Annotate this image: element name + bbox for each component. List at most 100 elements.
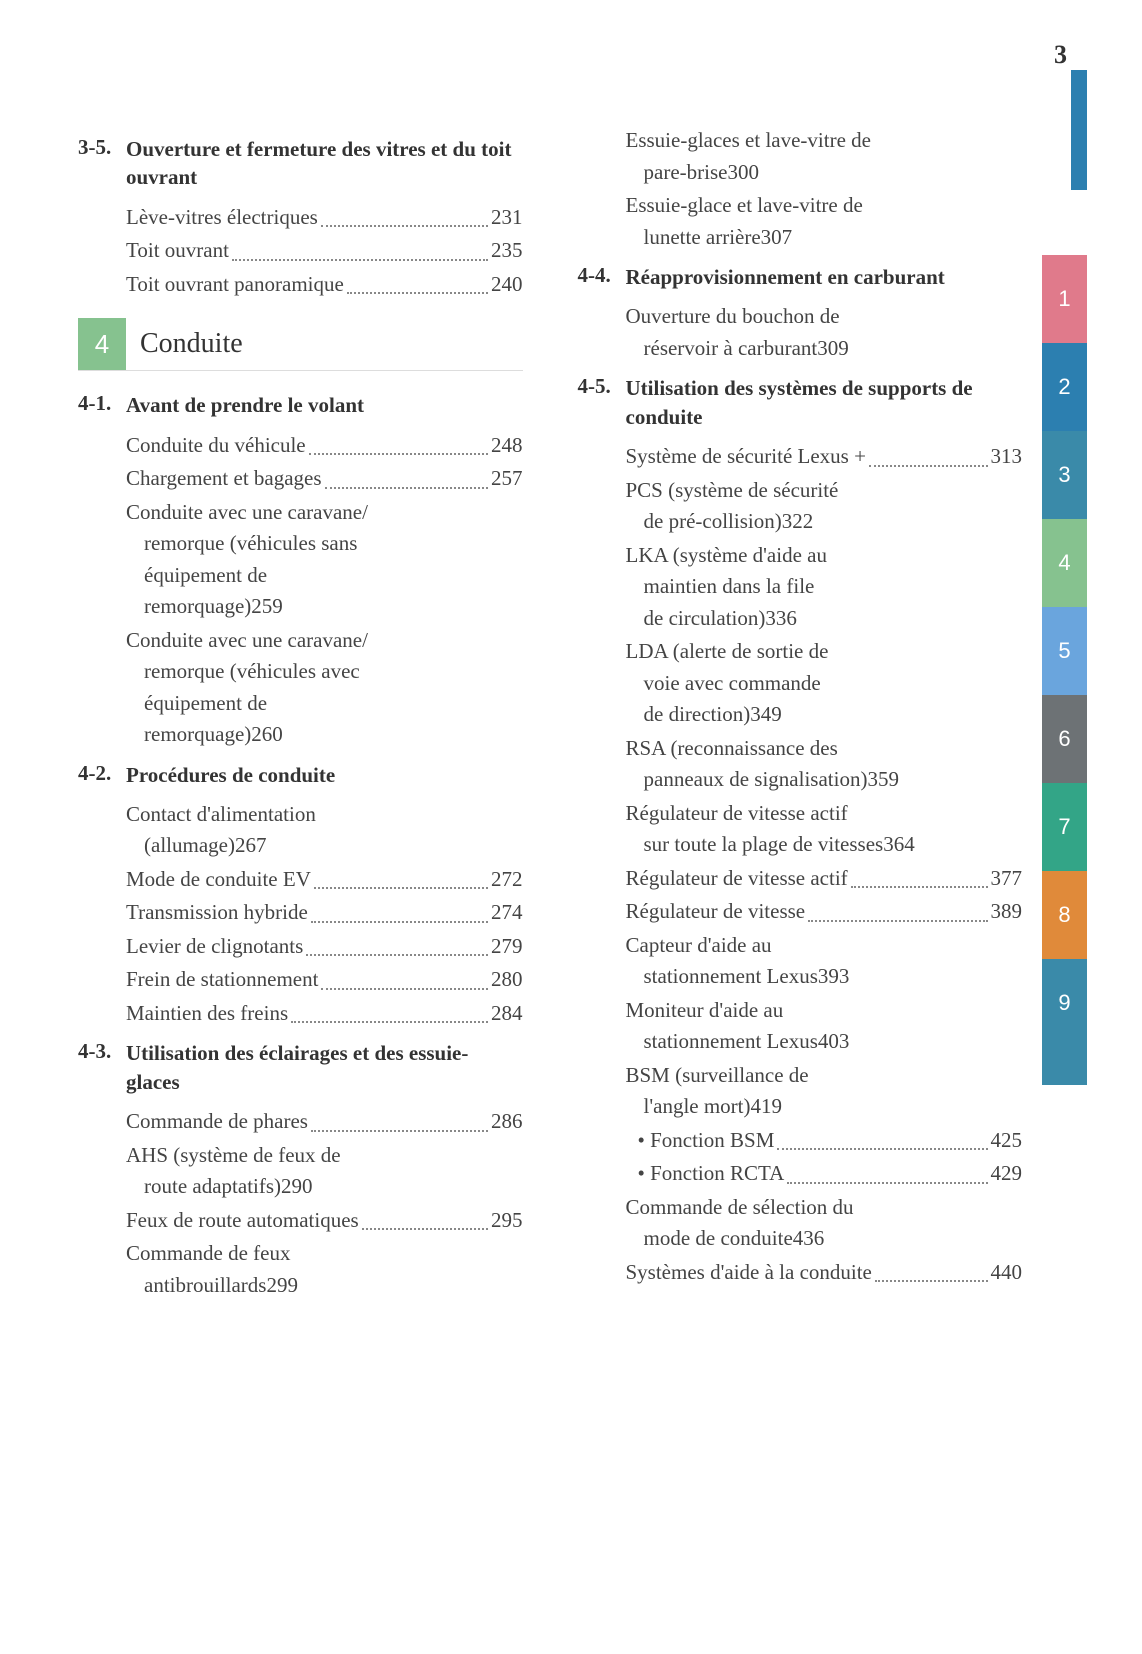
toc-entry-label: de circulation) <box>644 603 766 635</box>
toc-entry[interactable]: • Fonction RCTA429 <box>626 1158 1023 1190</box>
top-edge-tab <box>1071 70 1087 190</box>
toc-section-number: 4-4. <box>578 263 626 288</box>
toc-entry-label: Systèmes d'aide à la conduite <box>626 1257 872 1289</box>
chapter-heading: 4Conduite <box>78 318 523 371</box>
toc-entry[interactable]: Régulateur de vitesse actif377 <box>626 863 1023 895</box>
toc-entry[interactable]: BSM (surveillance del'angle mort)419 <box>626 1060 1023 1123</box>
toc-entry-label: • Fonction RCTA <box>626 1158 785 1190</box>
toc-section-title: Ouverture et fermeture des vitres et du … <box>126 135 519 192</box>
leader-dots <box>311 921 488 923</box>
toc-entry[interactable]: Régulateur de vitesse actifsur toute la … <box>626 798 1023 861</box>
side-tab-5[interactable]: 5 <box>1042 607 1087 695</box>
toc-section-title: Utilisation des éclairages et des essuie… <box>126 1039 519 1096</box>
toc-entry-label: Levier de clignotants <box>126 931 303 963</box>
toc-entry-page: 259 <box>251 591 283 623</box>
toc-entry[interactable]: Commande de phares286 <box>126 1106 523 1138</box>
toc-entry-label: Contact d'alimentation <box>126 799 523 831</box>
toc-entry[interactable]: Systèmes d'aide à la conduite440 <box>626 1257 1023 1289</box>
toc-entry-label: de pré-collision) <box>644 506 782 538</box>
leader-dots <box>311 1130 488 1132</box>
side-tab-4[interactable]: 4 <box>1042 519 1087 607</box>
toc-entry[interactable]: RSA (reconnaissance despanneaux de signa… <box>626 733 1023 796</box>
toc-entry-label: Toit ouvrant panoramique <box>126 269 344 301</box>
toc-entry[interactable]: Ouverture du bouchon deréservoir à carbu… <box>626 301 1023 364</box>
toc-entry-page: 359 <box>867 764 899 796</box>
toc-entry[interactable]: Système de sécurité Lexus +313 <box>626 441 1023 473</box>
toc-section-heading: 3-5.Ouverture et fermeture des vitres et… <box>78 135 523 198</box>
toc-entry-label: équipement de <box>126 560 523 592</box>
toc-entry-label: Système de sécurité Lexus + <box>626 441 866 473</box>
toc-entry-page: 307 <box>761 222 793 254</box>
toc-entry-label: Conduite avec une caravane/ <box>126 497 523 529</box>
toc-entry[interactable]: Commande de feuxantibrouillards299 <box>126 1238 523 1301</box>
toc-entry-page: 295 <box>491 1205 523 1237</box>
side-tab-2[interactable]: 2 <box>1042 343 1087 431</box>
toc-entry[interactable]: Maintien des freins284 <box>126 998 523 1030</box>
toc-entry-page: 336 <box>765 603 797 635</box>
toc-entry[interactable]: Toit ouvrant235 <box>126 235 523 267</box>
toc-section-heading: 4-5.Utilisation des systèmes de supports… <box>578 374 1023 437</box>
left-column: 3-5.Ouverture et fermeture des vitres et… <box>78 125 523 1303</box>
toc-entry-label: Essuie-glace et lave-vitre de <box>626 190 1023 222</box>
leader-dots <box>321 225 488 227</box>
toc-entry[interactable]: AHS (système de feux deroute adaptatifs)… <box>126 1140 523 1203</box>
toc-entry-label: route adaptatifs) <box>144 1171 281 1203</box>
toc-entry[interactable]: Moniteur d'aide austationnement Lexus403 <box>626 995 1023 1058</box>
toc-entry[interactable]: Levier de clignotants 279 <box>126 931 523 963</box>
toc-entry[interactable]: Capteur d'aide austationnement Lexus393 <box>626 930 1023 993</box>
toc-entry-page: 280 <box>491 964 523 996</box>
toc-entry-page: 240 <box>491 269 523 301</box>
toc-entry[interactable]: Feux de route automatiques295 <box>126 1205 523 1237</box>
toc-entry-label: Transmission hybride <box>126 897 308 929</box>
toc-entry[interactable]: Conduite du véhicule248 <box>126 430 523 462</box>
toc-entry-label: LKA (système d'aide au <box>626 540 1023 572</box>
toc-entry-label: Chargement et bagages <box>126 463 322 495</box>
toc-entry[interactable]: Mode de conduite EV272 <box>126 864 523 896</box>
toc-section-number: 4-5. <box>578 374 626 399</box>
side-tab-7[interactable]: 7 <box>1042 783 1087 871</box>
toc-entry[interactable]: Toit ouvrant panoramique 240 <box>126 269 523 301</box>
toc-section-title: Procédures de conduite <box>126 761 519 789</box>
toc-entry[interactable]: Lève-vitres électriques231 <box>126 202 523 234</box>
toc-entry[interactable]: Conduite avec une caravane/remorque (véh… <box>126 625 523 751</box>
toc-entry-label: stationnement Lexus <box>644 961 818 993</box>
side-tab-9[interactable]: 9 <box>1042 959 1087 1047</box>
toc-entry[interactable]: LDA (alerte de sortie devoie avec comman… <box>626 636 1023 731</box>
toc-entry[interactable]: LKA (système d'aide aumaintien dans la f… <box>626 540 1023 635</box>
toc-section-heading: 4-1.Avant de prendre le volant <box>78 391 523 425</box>
toc-entry[interactable]: Commande de sélection dumode de conduite… <box>626 1192 1023 1255</box>
side-tab-1[interactable]: 1 <box>1042 255 1087 343</box>
right-column: Essuie-glaces et lave-vitre depare-brise… <box>578 125 1023 1303</box>
side-tab-3[interactable]: 3 <box>1042 431 1087 519</box>
toc-section-title: Avant de prendre le volant <box>126 391 519 419</box>
toc-entry-label: Régulateur de vitesse actif <box>626 798 1023 830</box>
toc-entry-label: remorquage) <box>144 719 251 751</box>
toc-entry-page: 299 <box>266 1270 298 1302</box>
toc-entry-page: 279 <box>491 931 523 963</box>
toc-entry-label: BSM (surveillance de <box>626 1060 1023 1092</box>
toc-entry[interactable]: • Fonction BSM425 <box>626 1125 1023 1157</box>
toc-entries: Système de sécurité Lexus +313PCS (systè… <box>626 441 1023 1288</box>
toc-entry[interactable]: Essuie-glaces et lave-vitre depare-brise… <box>626 125 1023 188</box>
leader-dots <box>851 886 988 888</box>
toc-entry-label: PCS (système de sécurité <box>626 475 1023 507</box>
toc-entry-label: Commande de phares <box>126 1106 308 1138</box>
side-tab-8[interactable]: 8 <box>1042 871 1087 959</box>
toc-entry[interactable]: Conduite avec une caravane/remorque (véh… <box>126 497 523 623</box>
toc-entry-page: 274 <box>491 897 523 929</box>
toc-section-title: Utilisation des systèmes de supports de … <box>626 374 1019 431</box>
toc-entry[interactable]: Régulateur de vitesse389 <box>626 896 1023 928</box>
toc-entry[interactable]: PCS (système de sécuritéde pré-collision… <box>626 475 1023 538</box>
toc-entry[interactable]: Transmission hybride 274 <box>126 897 523 929</box>
leader-dots <box>787 1182 987 1184</box>
toc-entry-label: voie avec commande <box>626 668 1023 700</box>
toc-entry-label: réservoir à carburant <box>644 333 818 365</box>
toc-section-number: 3-5. <box>78 135 126 160</box>
side-tab-6[interactable]: 6 <box>1042 695 1087 783</box>
toc-entry[interactable]: Chargement et bagages257 <box>126 463 523 495</box>
leader-dots <box>309 453 488 455</box>
toc-entry[interactable]: Contact d'alimentation(allumage)267 <box>126 799 523 862</box>
toc-entry-label: maintien dans la file <box>626 571 1023 603</box>
toc-entry[interactable]: Frein de stationnement280 <box>126 964 523 996</box>
toc-entry[interactable]: Essuie-glace et lave-vitre delunette arr… <box>626 190 1023 253</box>
